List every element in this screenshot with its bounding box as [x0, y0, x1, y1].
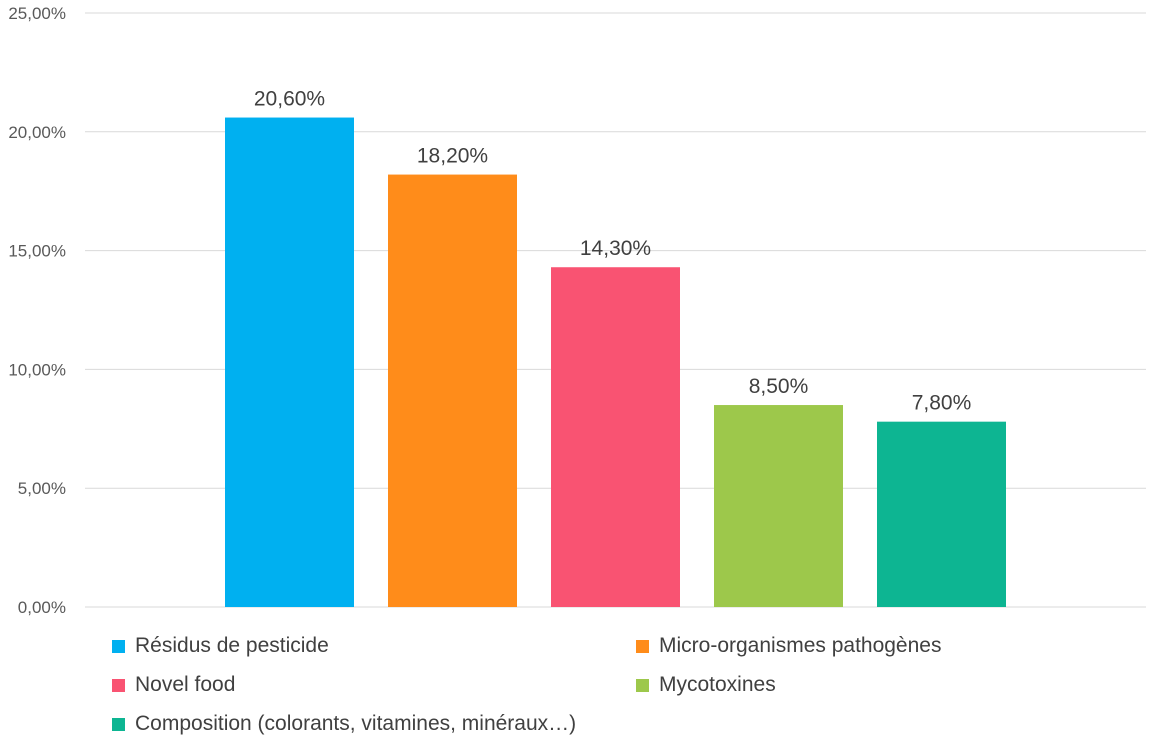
- data-label: 20,60%: [254, 88, 325, 111]
- data-label: 7,80%: [912, 392, 972, 415]
- bar: [551, 267, 680, 607]
- bar: [388, 174, 517, 607]
- y-tick-label: 25,00%: [8, 4, 66, 23]
- bars: [225, 117, 1006, 607]
- y-axis-ticks: 0,00% 5,00% 10,00% 15,00% 20,00% 25,00%: [8, 4, 66, 617]
- y-tick-label: 15,00%: [8, 242, 66, 261]
- bar: [714, 405, 843, 607]
- data-labels: 20,60% 18,20% 14,30% 8,50% 7,80%: [254, 88, 971, 415]
- data-label: 8,50%: [749, 375, 809, 398]
- bar: [877, 421, 1006, 607]
- data-label: 14,30%: [580, 237, 651, 260]
- bar: [225, 117, 354, 607]
- y-tick-label: 10,00%: [8, 360, 66, 379]
- data-label: 18,20%: [417, 145, 488, 168]
- y-tick-label: 20,00%: [8, 123, 66, 142]
- y-tick-label: 0,00%: [18, 598, 66, 617]
- y-tick-label: 5,00%: [18, 479, 66, 498]
